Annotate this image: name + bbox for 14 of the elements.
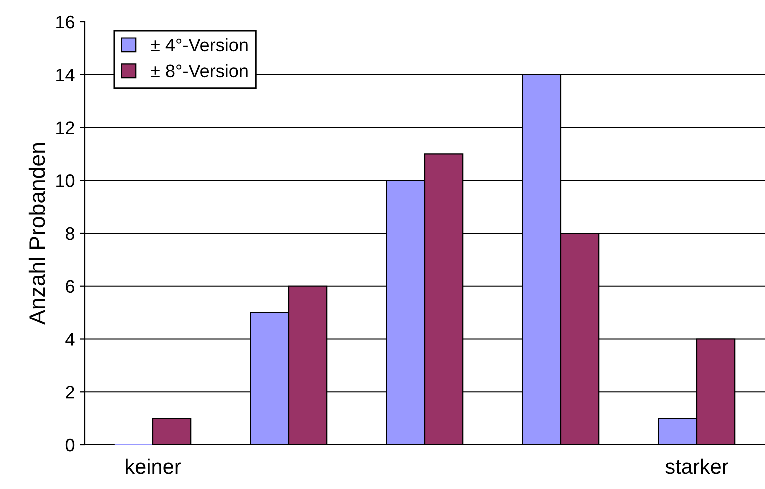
y-tick-label: 4 bbox=[66, 333, 75, 346]
y-tick-label: 16 bbox=[56, 16, 74, 29]
x-tick-label: keiner bbox=[126, 458, 182, 474]
y-tick-label: 8 bbox=[66, 227, 74, 240]
y-tick-label: 0 bbox=[66, 438, 75, 452]
y-tick-label: 6 bbox=[66, 280, 74, 294]
y-axis-title: Anzahl Probanden bbox=[28, 144, 46, 325]
legend-label: ± 8°-Version bbox=[151, 64, 248, 78]
y-tick-label: 14 bbox=[56, 68, 75, 82]
x-tick-label: starker bbox=[666, 458, 728, 474]
y-tick-label: 10 bbox=[56, 174, 75, 188]
legend-label: ± 4°-Version bbox=[151, 38, 248, 52]
y-tick-label: 12 bbox=[56, 122, 74, 134]
y-tick-label: 2 bbox=[66, 386, 74, 399]
